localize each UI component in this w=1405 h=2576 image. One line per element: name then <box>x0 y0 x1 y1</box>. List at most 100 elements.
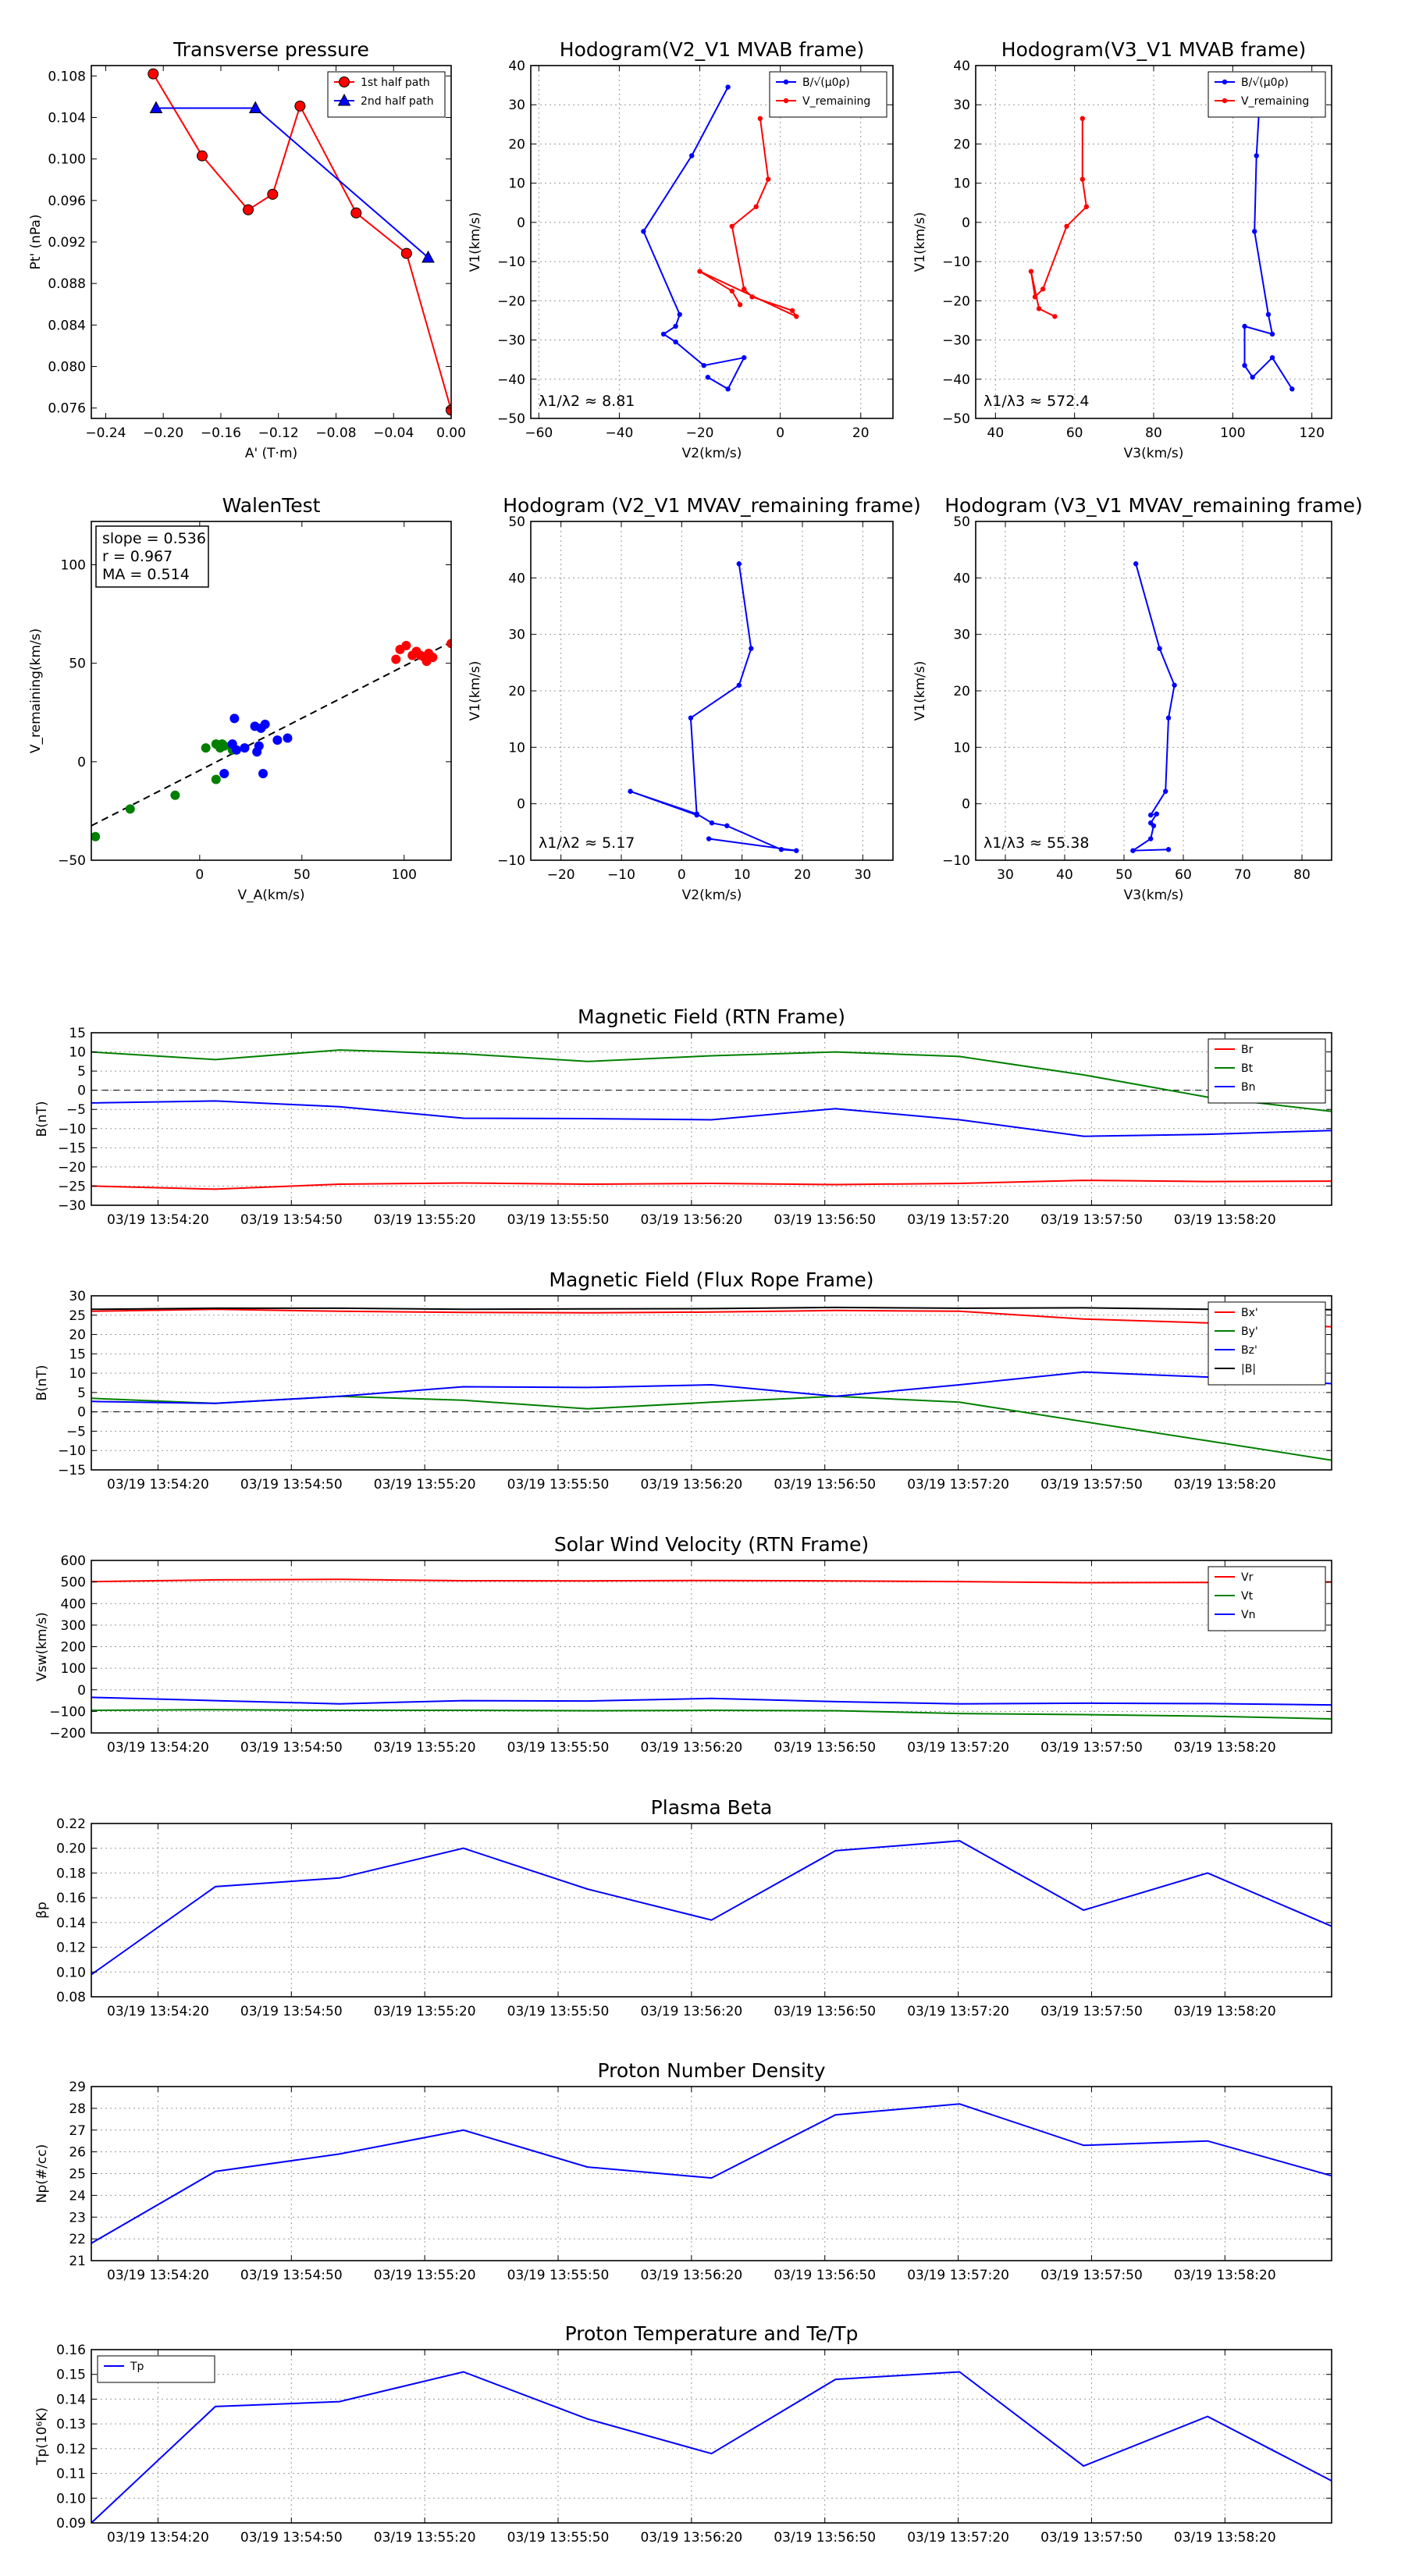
y-axis-label: Pt' (nPa) <box>28 215 44 270</box>
data-point <box>729 223 735 229</box>
data-point <box>753 204 759 209</box>
x-tick-label: 50 <box>1115 867 1133 883</box>
y-axis-label: V1(km/s) <box>468 212 483 272</box>
data-point <box>1163 788 1168 794</box>
data-point <box>201 743 211 753</box>
data-point <box>148 68 159 80</box>
x-tick-label: 03/19 13:57:20 <box>907 2530 1009 2546</box>
y-tick-label: 300 <box>61 1618 86 1634</box>
x-tick-label: 03/19 13:57:20 <box>907 1477 1009 1493</box>
x-tick-label: 03/19 13:58:20 <box>1174 1212 1276 1228</box>
x-tick-label: 03/19 13:57:20 <box>907 2268 1009 2283</box>
x-tick-label: 50 <box>293 867 311 883</box>
data-point <box>283 733 293 743</box>
x-tick-label: 60 <box>1175 867 1192 883</box>
data-point <box>196 150 208 162</box>
plot-area <box>628 561 799 853</box>
y-tick-label: −5 <box>66 1424 86 1439</box>
y-tick-label: 0 <box>962 797 970 813</box>
legend-label: B/√(μ0ρ) <box>1241 76 1289 89</box>
x-tick-label: 03/19 13:57:20 <box>907 1212 1009 1228</box>
y-tick-label: 40 <box>953 571 970 586</box>
chart-title: Proton Number Density <box>598 2059 826 2082</box>
y-axis-label: V1(km/s) <box>468 661 483 721</box>
data-point <box>248 101 262 114</box>
y-tick-label: 0.088 <box>48 276 86 292</box>
data-point <box>1148 812 1154 818</box>
x-tick-label: 03/19 13:55:20 <box>374 2004 476 2019</box>
y-tick-label: −10 <box>58 1122 86 1137</box>
x-tick-label: 03/19 13:54:50 <box>240 1212 343 1228</box>
series-line-0 <box>1129 564 1176 852</box>
data-point <box>1040 286 1046 292</box>
legend-box <box>1208 71 1326 118</box>
x-axis-label: V2(km/s) <box>682 446 742 461</box>
y-tick-label: 0 <box>517 797 525 813</box>
y-tick-label: 100 <box>61 1661 86 1677</box>
x-tick-label: 03/19 13:57:50 <box>1040 2004 1143 2019</box>
legend: Tp <box>97 2355 215 2383</box>
x-tick-label: 80 <box>1145 425 1162 441</box>
x-tick-label: 03/19 13:57:20 <box>907 1740 1009 1756</box>
data-point <box>794 848 799 853</box>
x-tick-label: 03/19 13:55:50 <box>507 1212 610 1228</box>
legend: Bx' By' Bz' |B| <box>1208 1301 1326 1386</box>
x-tick-label: 03/19 13:56:20 <box>640 1212 742 1228</box>
legend-marker <box>783 79 789 85</box>
data-point <box>749 294 755 300</box>
y-tick-label: 40 <box>508 571 525 586</box>
y-tick-label: 5 <box>77 1064 86 1080</box>
y-axis-label: Tp(10⁶K) <box>34 2407 50 2466</box>
data-point <box>125 804 135 814</box>
chart-h4: Hodogram (V3_V1 MVAV_remaining frame) −10… <box>912 494 1363 903</box>
x-axis-label: V3(km/s) <box>1124 446 1184 461</box>
chart-ts6: Proton Temperature and Te/Tp 0.09 0.10 0.11… <box>34 2322 1332 2546</box>
legend-label: Bn <box>1241 1081 1255 1094</box>
y-tick-label: 0.16 <box>56 2343 86 2358</box>
chart-h2: Hodogram(V3_V1 MVAB frame) −50 −40 −30 −20 −1… <box>912 38 1332 461</box>
data-point <box>1148 836 1154 841</box>
y-tick-label: 0.10 <box>56 1965 86 1980</box>
series-line-2 <box>91 1696 1332 1706</box>
y-tick-label: 20 <box>953 684 970 699</box>
data-point <box>422 250 435 263</box>
x-tick-label: −0.12 <box>258 425 299 441</box>
chart-title: Hodogram (V2_V1 MVAV_remaining frame) <box>503 494 921 517</box>
series-line-3 <box>91 1306 1332 1311</box>
legend-label: V_remaining <box>802 95 870 108</box>
x-tick-label: 03/19 13:54:20 <box>107 1740 209 1756</box>
y-tick-label: 0.12 <box>56 2442 86 2457</box>
data-point <box>1269 331 1275 337</box>
x-tick-label: 03/19 13:56:20 <box>640 2530 742 2546</box>
y-tick-label: 20 <box>508 684 525 699</box>
plot-area <box>91 2371 1332 2523</box>
y-tick-label: 0.084 <box>48 318 86 333</box>
plot-area <box>641 84 799 392</box>
data-point <box>229 713 240 724</box>
series-line-1 <box>1030 118 1087 318</box>
y-tick-label: 0.20 <box>56 1841 86 1857</box>
x-tick-label: 03/19 13:55:50 <box>507 2268 610 2283</box>
x-tick-label: 10 <box>734 867 751 883</box>
x-tick-label: −0.20 <box>143 425 183 441</box>
legend: B/√(μ0ρ) V_remaining <box>769 71 887 118</box>
legend-box <box>769 71 887 118</box>
x-tick-label: 03/19 13:54:50 <box>240 2268 343 2283</box>
data-point <box>701 363 706 368</box>
y-tick-label: 10 <box>508 176 525 192</box>
y-tick-label: 0 <box>517 215 525 231</box>
legend-label: 1st half path <box>361 76 430 89</box>
legend: Br Bt Bn <box>1208 1038 1326 1104</box>
legend-label: Bz' <box>1241 1344 1257 1357</box>
eigen-ratio-annotation: λ1/λ3 ≈ 572.4 <box>984 393 1089 410</box>
data-point <box>765 176 771 182</box>
legend-box <box>97 2355 215 2383</box>
eigen-ratio-annotation: λ1/λ2 ≈ 8.81 <box>539 393 635 410</box>
x-tick-label: −0.24 <box>85 425 126 441</box>
x-tick-label: 03/19 13:54:50 <box>240 1740 343 1756</box>
chart-ts5: Proton Number Density 21 22 23 24 25 26 27 28 29 0… <box>34 2059 1332 2283</box>
y-tick-label: 10 <box>69 1366 86 1382</box>
data-point <box>1151 823 1157 829</box>
x-tick-label: 03/19 13:55:20 <box>374 1477 476 1493</box>
y-tick-label: −30 <box>497 333 525 349</box>
